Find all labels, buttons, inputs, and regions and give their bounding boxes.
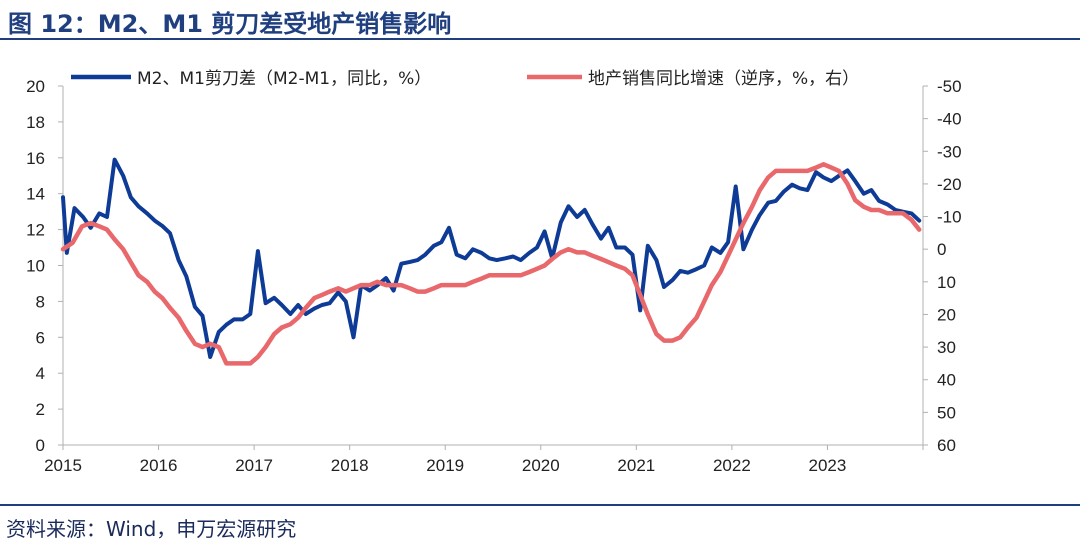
right-tick-label: -50: [937, 77, 962, 96]
source-divider: [0, 504, 1080, 506]
x-tick-label: 2019: [426, 456, 464, 475]
right-tick-label: 20: [937, 305, 956, 324]
x-tick-label: 2021: [617, 456, 655, 475]
left-tick-label: 4: [36, 364, 45, 383]
chart-title: 图 12：M2、M1 剪刀差受地产销售影响: [8, 10, 452, 38]
left-tick-label: 18: [26, 113, 45, 132]
title-divider: [0, 38, 1080, 40]
legend-label-m2-m1: M2、M1剪刀差（M2-M1，同比，%）: [137, 69, 431, 89]
left-tick-label: 20: [26, 77, 45, 96]
x-tick-label: 2018: [331, 456, 369, 475]
right-tick-label: 30: [937, 338, 956, 357]
scissor-gap-chart: 0 2 4 6 8 10 12 14 16 18 20 60 50 40 30 20 10 0 -10 -20 -30 -…: [26, 69, 962, 475]
left-tick-label: 14: [26, 185, 45, 204]
right-tick-label: -20: [937, 175, 962, 194]
left-tick-label: 0: [36, 436, 45, 455]
x-tick-label: 2023: [809, 456, 847, 475]
left-tick-label: 16: [26, 149, 45, 168]
m2-m1-gap-line: [61, 157, 922, 359]
right-tick-label: -40: [937, 110, 962, 129]
source-note: 资料来源：Wind，申万宏源研究: [6, 517, 297, 541]
x-tick-label: 2020: [522, 456, 560, 475]
right-tick-label: 10: [937, 273, 956, 292]
right-tick-label: 50: [937, 403, 956, 422]
right-tick-label: -30: [937, 142, 962, 161]
left-tick-label: 2: [36, 400, 45, 419]
chart-axes: 0 2 4 6 8 10 12 14 16 18 20 60 50 40 30 20 10 0 -10 -20 -30 -…: [26, 77, 962, 475]
right-tick-label: 40: [937, 371, 956, 390]
left-tick-label: 12: [26, 221, 45, 240]
left-tick-label: 8: [36, 292, 45, 311]
right-tick-label: 60: [937, 436, 956, 455]
left-tick-label: 10: [26, 257, 45, 276]
right-tick-label: 0: [937, 240, 946, 259]
chart-series: [60, 157, 922, 366]
right-tick-label: -10: [937, 208, 962, 227]
property-sales-line: [60, 162, 922, 366]
x-tick-label: 2017: [235, 456, 273, 475]
chart-legend: M2、M1剪刀差（M2-M1，同比，%） 地产销售同比增速（逆序，%，右）: [71, 69, 859, 89]
legend-label-property-sales: 地产销售同比增速（逆序，%，右）: [588, 69, 859, 89]
left-tick-label: 6: [36, 328, 45, 347]
x-tick-label: 2016: [140, 456, 178, 475]
x-tick-label: 2022: [713, 456, 751, 475]
x-tick-label: 2015: [44, 456, 82, 475]
